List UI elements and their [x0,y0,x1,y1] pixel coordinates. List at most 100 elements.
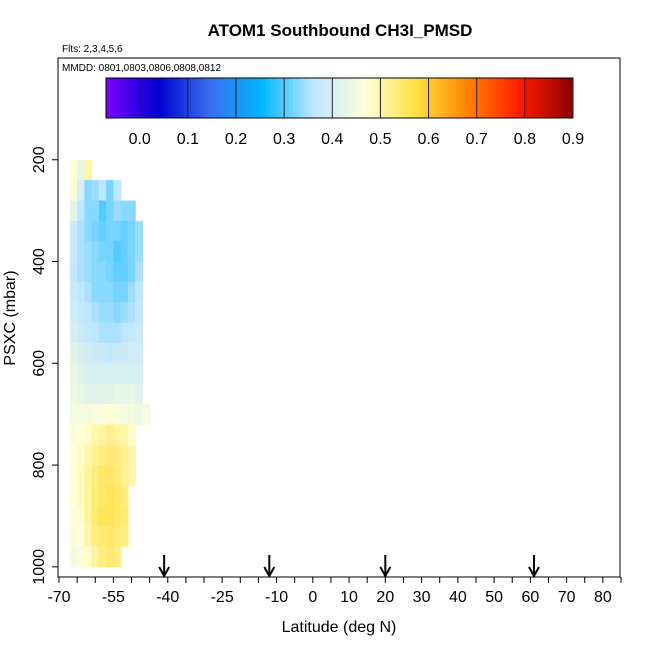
heatmap-cell [98,404,107,425]
heatmap-cell [84,383,93,405]
heatmap-cell [77,220,85,242]
x-tick-label: 0 [308,589,317,606]
heatmap-cell [113,424,122,446]
heatmap-cell [106,485,114,507]
colorbar-segment [168,78,173,118]
heatmap-cell [127,465,136,487]
heatmap-cell [127,261,136,283]
heatmap-cell [84,241,93,263]
heatmap-cell [135,342,143,364]
heatmap-cell [113,363,122,385]
heatmap-cell [69,180,78,202]
heatmap-cell [69,281,78,303]
heatmap-cell [135,404,143,425]
heatmap-cell [113,261,122,283]
heatmap-cell [69,444,78,466]
heatmap-cell [91,465,100,487]
heatmap-cell [120,465,129,487]
heatmap-cell [77,302,85,324]
heatmap-cell [120,404,129,425]
x-tick-label: -25 [211,589,234,606]
chart-title: ATOM1 Southbound CH3I_PMSD [208,21,473,40]
heatmap-cell [113,342,122,364]
colorbar-segment [491,78,496,118]
heatmap-cell [106,220,114,242]
heatmap-cell [106,526,114,548]
colorbar-segment [413,78,418,118]
colorbar-tick-label: 0.0 [129,131,151,148]
heatmap-cell [77,342,85,364]
heatmap-cell [120,383,129,405]
colorbar-segment [308,78,313,118]
colorbar-segment [452,78,457,118]
colorbar-segment [358,78,364,118]
heatmap-cell [127,322,136,344]
heatmap-cell [120,342,129,364]
heatmap-cell [120,444,129,466]
heatmap-cell [77,404,85,425]
heatmap-cell [98,180,107,202]
heatmap-cell [69,220,78,242]
heatmap-cell [91,383,100,405]
heatmap-cell [113,281,122,303]
colorbar-segment [133,78,138,118]
heatmap-cell [120,261,129,283]
heatmap-cell [84,444,93,466]
colorbar-segment [304,78,309,118]
colorbar-segment [199,78,204,118]
colorbar-segment [390,78,395,118]
colorbar-segment [285,78,290,118]
heatmap-cell [69,485,78,507]
colorbar-segment [183,78,189,118]
heatmap-cell [98,505,107,527]
heatmap-cell [77,241,85,263]
heatmap-cell [135,281,143,303]
heatmap-cell [69,505,78,527]
heatmap-cell [91,220,100,242]
colorbar-segment [160,78,165,118]
heatmap-cell [84,322,93,344]
heatmap-cell [69,200,78,222]
colorbar-segment [207,78,212,118]
heatmap-cell [91,424,100,446]
colorbar-segment [374,78,379,118]
colorbar-segment [549,78,555,118]
heatmap-cell [127,200,136,222]
heatmap-cell [98,465,107,487]
colorbar-tick-label: 0.3 [273,131,295,148]
colorbar-segment [125,78,130,118]
colorbar-segment [397,78,403,118]
colorbar-segment [218,78,224,118]
colorbar-segment [257,78,263,118]
heatmap-cell [113,322,122,344]
colorbar-segment [421,78,426,118]
heatmap-cell [84,220,93,242]
heatmap-cell [127,220,136,242]
colorbar-segment [464,78,469,118]
heatmap-cell [77,465,85,487]
x-axis: -70 -55 -40 -25 -10 0 10 20 30 40 50 60 70 80 [47,577,622,606]
colorbar-segment [261,78,267,118]
colorbar-segment [253,78,259,118]
heatmap-cell [127,424,136,446]
colorbar-segment [409,78,414,118]
heatmap-cell [77,180,85,202]
colorbar-segment [230,78,235,118]
x-tick-label: 60 [521,589,539,606]
heatmap-cell [127,404,136,425]
heatmap-cell [127,363,136,385]
colorbar-segment [479,78,484,118]
heatmap-cell [120,505,129,527]
colorbar-segment [366,78,372,118]
colorbar-segment [475,78,481,118]
heatmap-cell [113,465,122,487]
colorbar-segment [339,78,344,118]
colorbar-segment [565,78,570,118]
colorbar-segment [534,78,539,118]
heatmap-cell [113,180,122,202]
colorbar-segment [203,78,208,118]
colorbar-segment [448,78,453,118]
colorbar-segment [234,78,239,118]
heatmap-cell [84,505,93,527]
